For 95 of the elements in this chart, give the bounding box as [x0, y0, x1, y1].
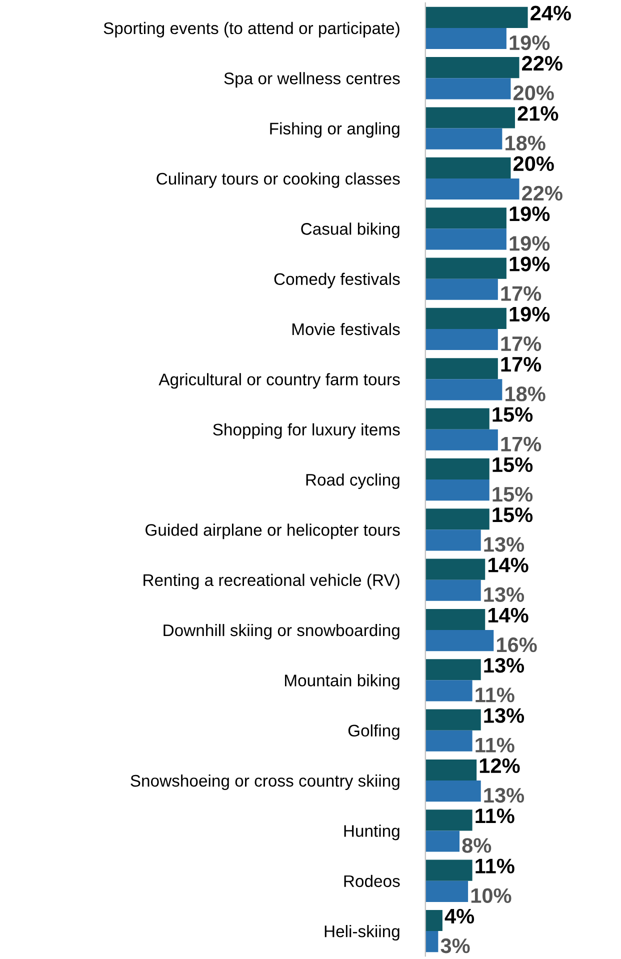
data-label: 11% — [476, 808, 514, 824]
y-tick-label: Road cycling — [306, 473, 400, 489]
data-label: 24% — [530, 6, 571, 20]
data-label: 18% — [506, 136, 546, 150]
data-label: 17% — [501, 286, 542, 301]
bar — [425, 709, 481, 730]
bar — [425, 228, 506, 250]
bar — [425, 810, 472, 831]
data-label: 19% — [510, 35, 550, 50]
data-label: 15% — [492, 457, 533, 472]
bar — [425, 530, 481, 551]
data-label: 22% — [522, 186, 562, 201]
bar — [425, 408, 490, 430]
data-label: 13% — [484, 587, 524, 602]
bar — [425, 680, 472, 702]
y-tick-label: Hunting — [344, 824, 400, 840]
bar — [425, 910, 442, 932]
y-tick-label: Renting a recreational vehicle (RV) — [144, 574, 400, 590]
bar — [425, 860, 472, 881]
bar — [425, 28, 506, 50]
bar — [425, 759, 477, 781]
bar — [425, 880, 468, 902]
bar — [425, 659, 481, 680]
y-tick-label: Heli-skiing — [324, 925, 400, 941]
bar — [425, 208, 506, 229]
bar — [425, 931, 438, 952]
y-tick-label: Comedy festivals — [274, 272, 400, 288]
bar — [425, 358, 498, 380]
data-label: 13% — [484, 537, 524, 552]
data-label: 16% — [497, 637, 537, 652]
data-label: 11% — [476, 858, 514, 874]
data-label: 11% — [476, 688, 514, 702]
bar — [425, 157, 511, 178]
y-tick-label: Golfing — [348, 724, 400, 740]
bar — [425, 6, 528, 28]
bar — [425, 57, 520, 78]
bar — [425, 107, 515, 128]
data-label: 13% — [484, 708, 524, 723]
y-tick-label: Culinary tours or cooking classes — [156, 172, 400, 188]
bar — [425, 308, 506, 329]
bar — [425, 830, 460, 852]
y-tick-label: Fishing or angling — [270, 122, 400, 138]
bar — [425, 508, 490, 530]
y-tick-label: Movie festivals — [292, 322, 400, 336]
bar — [425, 780, 481, 802]
data-label: 12% — [480, 758, 520, 774]
data-label: 19% — [510, 306, 550, 322]
data-label: 11% — [476, 738, 514, 752]
data-label: 15% — [492, 508, 533, 522]
y-tick-label: Guided airplane or helicopter tours — [146, 524, 400, 540]
bar — [425, 128, 502, 150]
data-label: 18% — [506, 386, 546, 402]
bar — [425, 178, 520, 200]
y-tick-label: Downhill skiing or snowboarding — [164, 624, 400, 640]
y-tick-label: Shopping for luxury items — [213, 423, 400, 439]
bar — [425, 480, 490, 501]
data-label: 8% — [462, 838, 492, 853]
bar — [425, 328, 498, 350]
bar — [425, 78, 511, 100]
data-label: 14% — [488, 608, 528, 623]
y-tick-label: Snowshoeing or cross country skiing — [130, 774, 400, 790]
data-label: 4% — [444, 908, 474, 924]
data-label: 21% — [518, 106, 558, 121]
data-label: 17% — [501, 336, 542, 352]
data-label: 19% — [510, 236, 550, 251]
y-tick-label: Casual biking — [301, 222, 400, 238]
data-label: 14% — [488, 558, 528, 572]
bar — [425, 278, 498, 300]
data-label: 13% — [484, 788, 524, 803]
bar — [425, 730, 472, 752]
data-label: 20% — [513, 156, 554, 172]
y-tick-label: Spa or wellness centres — [224, 72, 400, 88]
data-label: 19% — [510, 206, 550, 222]
y-tick-label: Agricultural or country farm tours — [158, 373, 400, 389]
bar — [425, 630, 494, 652]
data-label: 17% — [501, 357, 542, 372]
bar — [425, 580, 481, 601]
bar — [425, 608, 486, 630]
data-label: 17% — [501, 436, 542, 452]
data-label: 10% — [471, 888, 512, 904]
data-label: 15% — [492, 486, 533, 502]
bar — [425, 429, 498, 450]
data-label: 15% — [492, 407, 533, 422]
data-label: 3% — [440, 938, 470, 954]
y-tick-label: Mountain biking — [285, 674, 400, 690]
data-label: 20% — [513, 86, 554, 100]
data-label: 22% — [522, 56, 562, 71]
y-tick-label: Sporting events (to attend or participate) — [104, 22, 400, 38]
bar — [425, 458, 490, 480]
bar — [425, 558, 486, 580]
data-label: 19% — [510, 256, 550, 272]
y-tick-label: Rodeos — [344, 874, 400, 888]
data-label: 13% — [484, 658, 524, 673]
bar — [425, 258, 506, 279]
bar — [425, 379, 502, 400]
